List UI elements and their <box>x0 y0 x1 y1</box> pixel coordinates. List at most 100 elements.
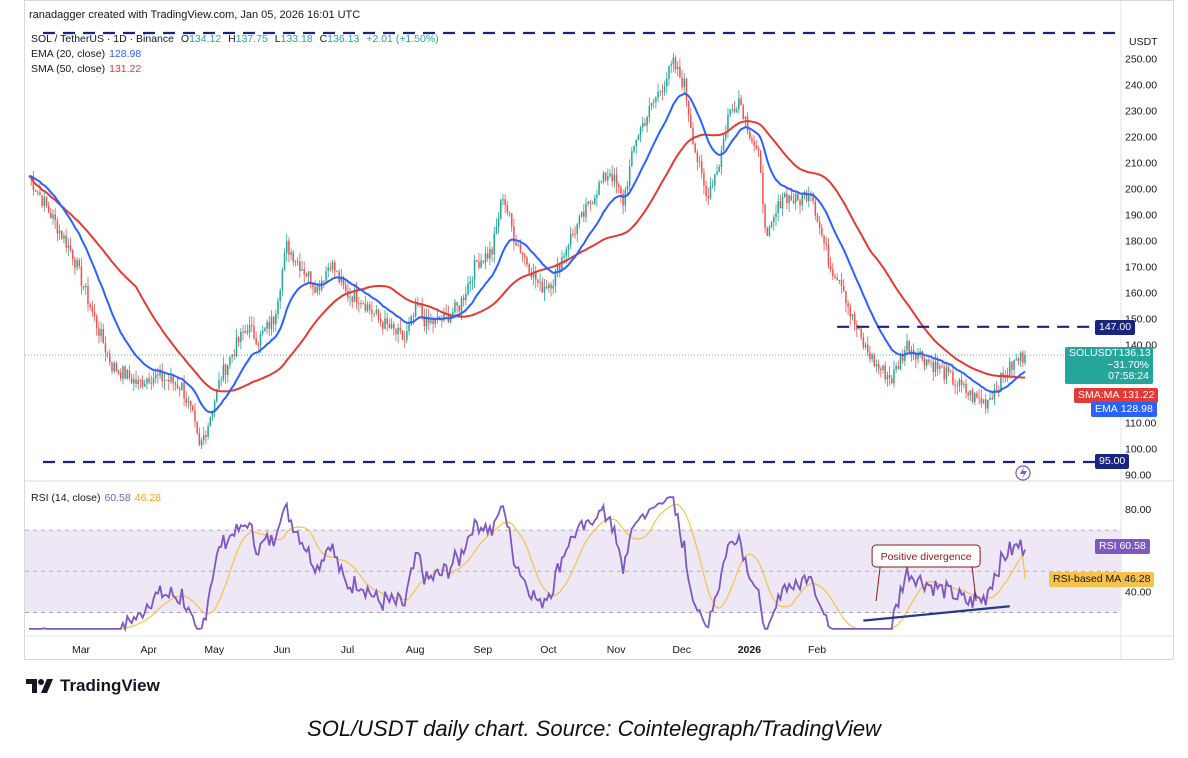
candle-body <box>513 226 515 243</box>
currency-label: USDT <box>1129 36 1158 48</box>
candle-body <box>783 193 786 198</box>
candle-body <box>801 194 803 206</box>
candle-body <box>733 109 736 112</box>
candle-body <box>875 364 878 367</box>
candle-body <box>272 316 275 325</box>
candle-body <box>897 366 900 369</box>
candle-body <box>403 339 406 341</box>
price-tick-label: 180.00 <box>1125 236 1157 248</box>
tradingview-wordmark: TradingView <box>60 676 160 695</box>
ema-legend[interactable]: EMA (20, close) 128.98 <box>31 48 142 60</box>
candle-body <box>242 331 244 333</box>
candle-body <box>202 435 205 441</box>
candle-body <box>718 167 720 172</box>
candle-body <box>648 105 651 118</box>
candle-body <box>246 330 249 333</box>
candle-body <box>401 330 404 340</box>
candle-body <box>952 371 954 385</box>
candle-body <box>901 355 904 361</box>
candle-body <box>838 280 841 281</box>
candle-body <box>423 316 426 327</box>
candle-body <box>360 303 362 305</box>
candle-body <box>189 401 192 406</box>
candle-body <box>183 382 185 399</box>
time-tick-label: Oct <box>540 644 556 656</box>
candle-body <box>314 287 316 293</box>
candle-body <box>329 267 332 270</box>
candle-body <box>773 217 775 223</box>
candle-body <box>995 389 998 391</box>
candle-body <box>816 215 819 223</box>
candle-body <box>434 317 437 324</box>
time-tick-label: Aug <box>406 644 425 656</box>
candle-body <box>611 173 613 182</box>
candle-body <box>720 150 723 168</box>
candle-body <box>609 173 611 177</box>
sma-legend[interactable]: SMA (50, close) 131.22 <box>31 63 142 75</box>
candle-body <box>842 286 845 292</box>
candle-body <box>331 262 334 270</box>
candle-body <box>58 230 61 234</box>
candle-body <box>764 204 766 228</box>
candle-body <box>427 316 430 323</box>
candle-body <box>152 378 155 384</box>
candle-body <box>364 303 367 311</box>
candle-body <box>890 378 893 384</box>
candle-body <box>117 371 120 373</box>
ema-20-line <box>28 92 1026 414</box>
candle-body <box>814 201 817 216</box>
candle-body <box>443 313 445 321</box>
candle-body <box>613 174 616 182</box>
candle-body <box>626 186 629 190</box>
time-tick-label: Jul <box>341 644 354 656</box>
candle-body <box>987 399 989 409</box>
candle-body <box>683 78 686 88</box>
candle-body <box>928 359 930 363</box>
candle-body <box>388 323 391 329</box>
candle-body <box>285 240 288 254</box>
candle-body <box>716 171 718 175</box>
candle-body <box>794 193 797 203</box>
candle-body <box>172 376 174 384</box>
candle-body <box>984 399 987 409</box>
candle-body <box>89 304 91 308</box>
candle-body <box>943 366 945 380</box>
candle-body <box>1008 361 1011 376</box>
candle-body <box>899 355 902 369</box>
candle-body <box>792 200 795 203</box>
candle-body <box>207 425 209 437</box>
candle-body <box>473 260 476 281</box>
candle-body <box>849 306 852 317</box>
candle-body <box>777 201 779 214</box>
candle-body <box>98 328 100 336</box>
candle-body <box>963 383 965 385</box>
symbol-line: SOL / TetherUS · 1D · Binance <box>31 33 174 45</box>
candle-body <box>711 185 714 187</box>
candle-body <box>530 273 533 278</box>
candle-body <box>460 297 463 312</box>
candle-body <box>301 269 303 271</box>
candle-body <box>342 277 345 286</box>
candle-body <box>655 97 657 102</box>
time-tick-label: Mar <box>72 644 91 656</box>
candle-body <box>471 280 474 282</box>
time-tick-label: Nov <box>607 644 626 656</box>
candle-body <box>312 284 314 288</box>
candle-body <box>600 181 603 183</box>
candle-body <box>395 329 397 335</box>
rsi-legend[interactable]: RSI (14, close) 60.58 46.28 <box>31 492 162 504</box>
candle-body <box>261 330 264 334</box>
candle-body <box>759 150 762 173</box>
rsi-tick-label: 40.00 <box>1125 586 1151 598</box>
candle-body <box>430 320 432 323</box>
candle-body <box>727 114 729 133</box>
candle-body <box>932 362 935 373</box>
candle-body <box>659 91 662 92</box>
chart-svg[interactable]: 250.00 240.00 230.00 220.00 210.00 200.00 190.… <box>25 1 1174 660</box>
candle-body <box>220 379 222 381</box>
candle-body <box>87 285 89 305</box>
candle-body <box>1017 358 1020 361</box>
candle-body <box>294 261 297 263</box>
candle-body <box>469 281 471 284</box>
candle-body <box>1022 352 1024 363</box>
